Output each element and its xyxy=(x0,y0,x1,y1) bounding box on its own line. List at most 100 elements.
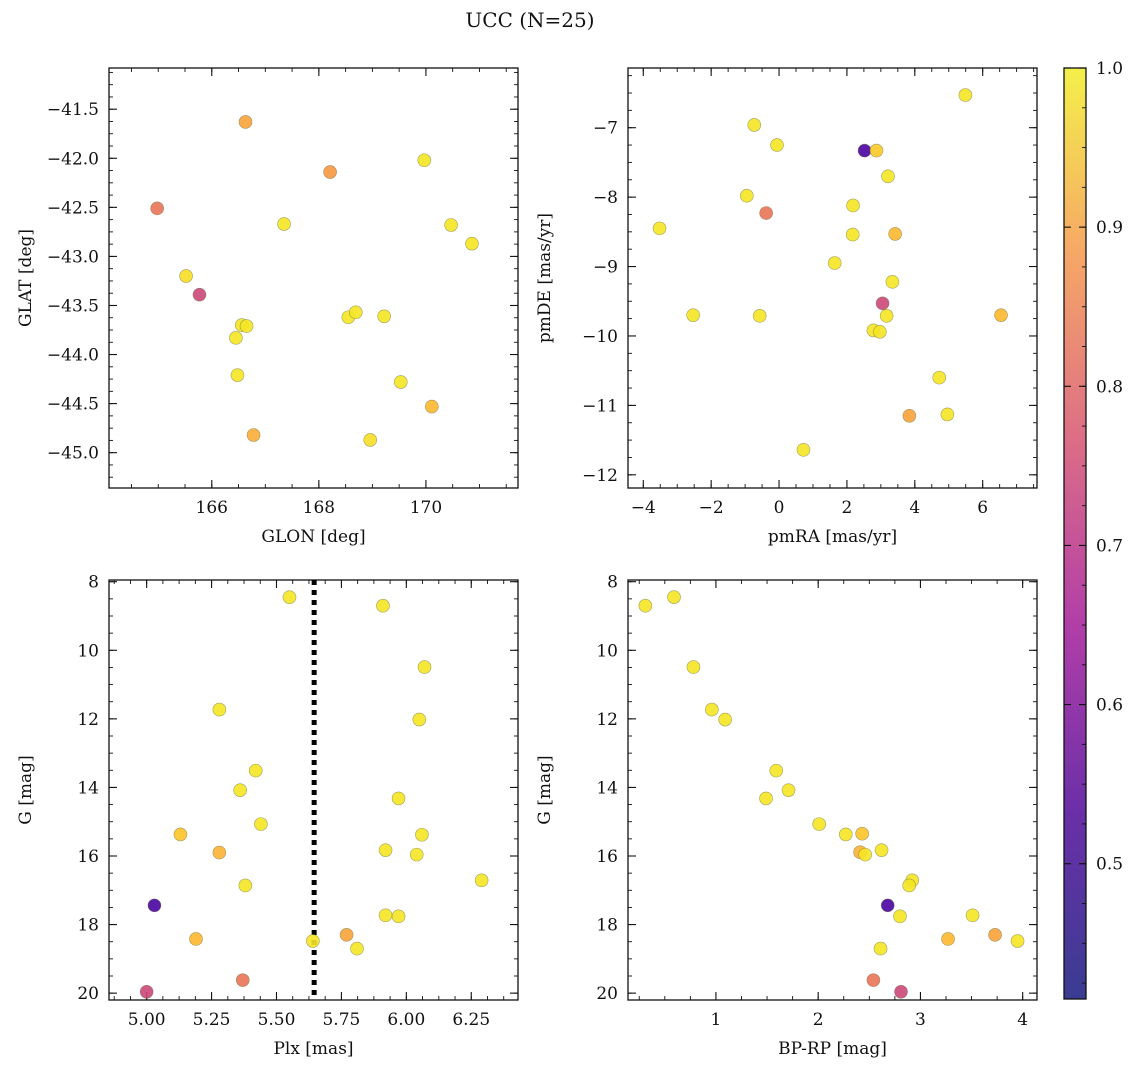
y-tick-label: 12 xyxy=(596,710,618,730)
data-point xyxy=(238,878,253,893)
x-tick-label: 6.25 xyxy=(452,1010,490,1030)
data-point xyxy=(282,590,297,604)
data-point xyxy=(932,370,947,385)
y-tick-label: −9 xyxy=(593,258,618,278)
data-point xyxy=(769,763,784,778)
x-tick-label: 4 xyxy=(909,498,920,518)
y-tick-label: −42.0 xyxy=(47,149,99,169)
data-point xyxy=(885,275,900,289)
data-point xyxy=(393,375,408,389)
x-tick-label: 170 xyxy=(410,498,442,518)
data-point xyxy=(444,218,458,232)
data-point xyxy=(376,598,390,613)
data-point xyxy=(881,169,895,184)
data-point xyxy=(838,827,853,842)
x-tick-label: 3 xyxy=(915,1010,926,1030)
colorbar-tick-label: 0.6 xyxy=(1096,696,1123,716)
data-point xyxy=(339,928,354,942)
x-tick-label: 5.00 xyxy=(128,1010,166,1030)
data-point xyxy=(965,908,980,923)
data-point xyxy=(147,898,162,913)
y-axis-label: G [mag] xyxy=(535,755,555,824)
y-tick-label: −44.0 xyxy=(47,346,99,366)
x-tick-label: 2 xyxy=(842,498,853,518)
x-axis-label: GLON [deg] xyxy=(261,527,365,547)
y-tick-label: 8 xyxy=(607,573,618,593)
panel-pmra-pmde: −4 −2 0 2 4 6 −7 −8 −9 −10 −11 −12 pmRA [mas/yr] pmDE… xyxy=(535,67,1038,547)
data-point xyxy=(1010,934,1025,948)
data-point xyxy=(409,847,424,862)
data-point xyxy=(845,227,860,242)
data-point xyxy=(941,932,955,946)
x-tick-label: 168 xyxy=(303,498,335,518)
data-point xyxy=(858,847,873,862)
y-tick-label: −42.5 xyxy=(47,198,99,218)
data-point xyxy=(667,590,681,604)
data-point xyxy=(212,845,227,860)
data-point xyxy=(846,198,860,213)
data-point xyxy=(192,287,207,302)
data-point xyxy=(417,153,432,168)
colorbar-tick-label: 0.9 xyxy=(1096,218,1123,238)
plot-frame xyxy=(108,67,519,489)
data-point xyxy=(391,909,406,924)
data-point xyxy=(739,188,754,203)
data-point xyxy=(855,826,869,841)
data-point xyxy=(866,973,881,987)
colorbar-gradient xyxy=(1063,67,1087,1000)
x-axis-label: Plx [mas] xyxy=(273,1039,353,1059)
y-tick-label: 16 xyxy=(596,847,618,867)
data-point xyxy=(212,702,227,717)
y-tick-label: 12 xyxy=(77,710,99,730)
data-point xyxy=(940,407,955,422)
y-tick-label: −8 xyxy=(593,188,618,208)
y-tick-label: 14 xyxy=(596,778,618,798)
y-tick-label: −11 xyxy=(582,396,618,416)
colorbar: 0.5 0.6 0.7 0.8 0.9 1.0 xyxy=(1063,59,1123,1000)
data-point xyxy=(465,236,479,251)
data-point xyxy=(902,878,916,893)
x-tick-label: −4 xyxy=(631,498,656,518)
y-tick-label: 16 xyxy=(77,847,99,867)
data-point xyxy=(879,309,894,323)
figure-title: UCC (N=25) xyxy=(465,8,594,32)
x-tick-label: −2 xyxy=(699,498,724,518)
y-tick-label: −44.5 xyxy=(47,395,99,415)
x-tick-label: 5.25 xyxy=(193,1010,231,1030)
data-point xyxy=(686,308,700,322)
y-tick-label: 10 xyxy=(596,641,618,661)
data-point xyxy=(189,932,203,946)
y-tick-label: 18 xyxy=(77,916,99,936)
data-point xyxy=(415,827,429,842)
panel-plx-g: 5.00 5.25 5.50 5.75 6.00 6.25 8 10 12 14 16 18 20 Plx… xyxy=(16,573,519,1059)
x-tick-label: 4 xyxy=(1017,1010,1028,1030)
x-tick-label: 5.75 xyxy=(322,1010,360,1030)
colorbar-tick-label: 1.0 xyxy=(1096,59,1123,79)
data-point xyxy=(173,827,188,842)
data-point xyxy=(229,331,243,345)
data-point xyxy=(994,308,1008,322)
data-point xyxy=(323,165,337,179)
y-tick-label: 8 xyxy=(88,573,99,593)
data-point xyxy=(874,843,889,857)
data-point xyxy=(254,817,268,831)
colorbar-tick-label: 0.8 xyxy=(1096,377,1123,397)
colorbar-ticks: 0.5 0.6 0.7 0.8 0.9 1.0 xyxy=(1064,59,1123,984)
data-point xyxy=(875,296,890,311)
data-point xyxy=(652,221,667,236)
data-point xyxy=(893,909,907,924)
data-point xyxy=(239,319,254,333)
data-point xyxy=(474,873,489,888)
x-tick-label: 5.50 xyxy=(258,1010,296,1030)
data-point xyxy=(812,817,827,831)
data-point xyxy=(759,791,773,806)
x-tick-label: 2 xyxy=(813,1010,824,1030)
y-tick-label: 18 xyxy=(596,916,618,936)
data-point xyxy=(412,712,427,727)
data-point xyxy=(718,712,732,727)
colorbar-tick-label: 0.7 xyxy=(1096,536,1123,556)
data-point xyxy=(233,783,247,797)
y-tick-label: 14 xyxy=(77,778,99,798)
data-point xyxy=(686,660,701,674)
